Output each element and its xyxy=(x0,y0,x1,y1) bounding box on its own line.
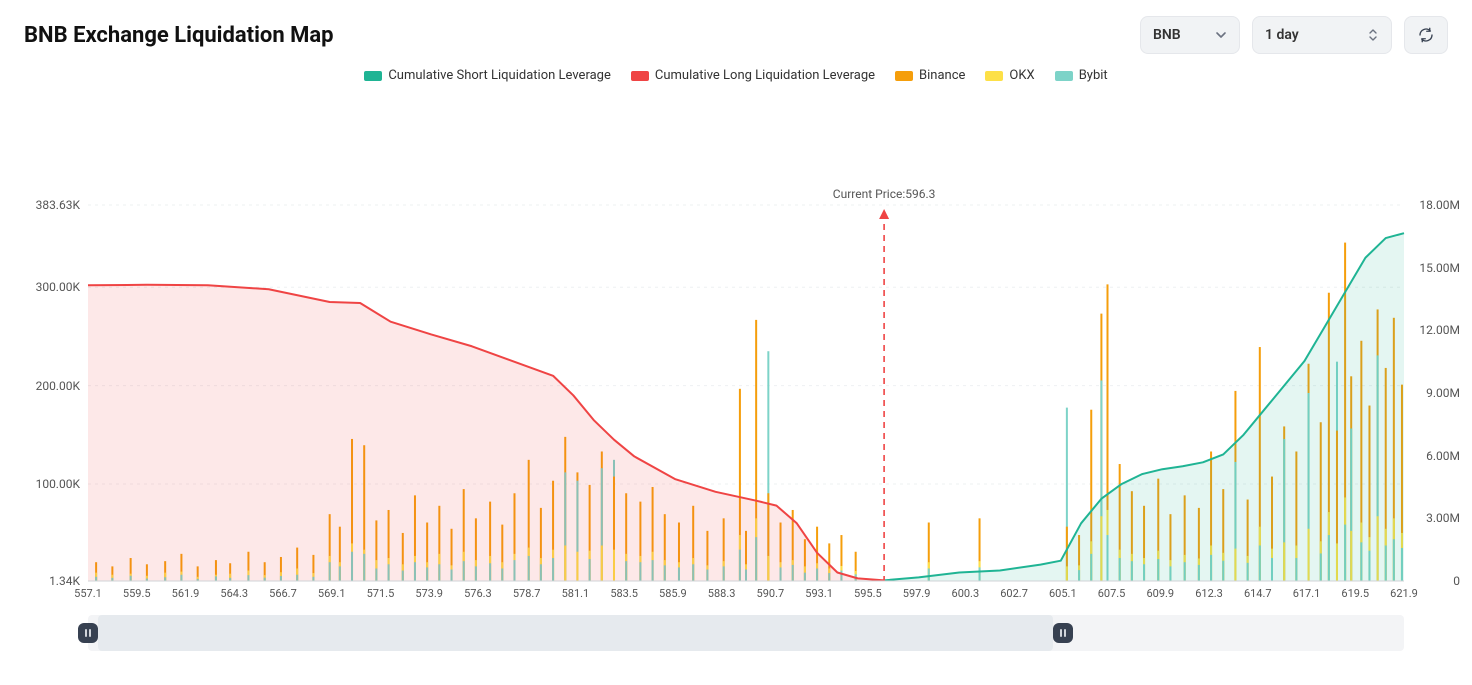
y-left-tick-label: 383.63K xyxy=(20,198,80,212)
chart-legend: Cumulative Short Liquidation Leverage Cum… xyxy=(0,62,1472,85)
legend-label: Cumulative Short Liquidation Leverage xyxy=(388,68,611,83)
legend-swatch xyxy=(895,71,913,81)
y-right-tick-label: 0 xyxy=(1408,574,1460,588)
y-right-tick-label: 6.00M xyxy=(1408,449,1460,463)
header-controls: BNB 1 day xyxy=(1140,16,1448,54)
legend-label: Binance xyxy=(919,68,965,83)
x-tick-label: 597.9 xyxy=(903,587,931,600)
y-left-tick-label: 100.00K xyxy=(20,477,80,491)
x-tick-label: 621.9 xyxy=(1390,587,1418,600)
asset-select[interactable]: BNB xyxy=(1140,16,1240,54)
x-tick-label: 607.5 xyxy=(1098,587,1126,600)
y-left-tick-label: 1.34K xyxy=(20,574,80,588)
y-right-tick-label: 9.00M xyxy=(1408,386,1460,400)
x-tick-label: 593.1 xyxy=(805,587,833,600)
legend-item[interactable]: Bybit xyxy=(1055,68,1108,83)
y-right-tick-label: 15.00M xyxy=(1408,261,1460,275)
x-tick-label: 619.5 xyxy=(1341,587,1369,600)
y-right-tick-label: 18.00M xyxy=(1408,198,1460,212)
x-tick-label: 581.1 xyxy=(562,587,590,600)
chevron-down-icon xyxy=(1215,29,1227,41)
x-tick-label: 585.9 xyxy=(659,587,687,600)
zoom-scrollbar-window[interactable] xyxy=(98,615,1053,651)
x-tick-label: 590.7 xyxy=(757,587,785,600)
x-tick-label: 564.3 xyxy=(220,587,248,600)
x-tick-label: 595.5 xyxy=(854,587,882,600)
x-tick-label: 583.5 xyxy=(610,587,638,600)
legend-label: Bybit xyxy=(1079,68,1108,83)
page-title: BNB Exchange Liquidation Map xyxy=(24,23,334,48)
x-tick-label: 557.1 xyxy=(74,587,102,600)
x-tick-label: 609.9 xyxy=(1146,587,1174,600)
timerange-select[interactable]: 1 day xyxy=(1252,16,1392,54)
x-tick-label: 559.5 xyxy=(123,587,151,600)
stepper-arrows-icon xyxy=(1367,27,1379,43)
x-tick-label: 612.3 xyxy=(1195,587,1223,600)
legend-item[interactable]: Cumulative Long Liquidation Leverage xyxy=(631,68,875,83)
legend-swatch xyxy=(985,71,1003,81)
x-tick-label: 605.1 xyxy=(1049,587,1077,600)
y-right-tick-label: 12.00M xyxy=(1408,323,1460,337)
timerange-select-value: 1 day xyxy=(1265,27,1299,43)
zoom-handle-left[interactable] xyxy=(78,623,98,643)
x-tick-label: 569.1 xyxy=(318,587,346,600)
legend-item[interactable]: Binance xyxy=(895,68,965,83)
x-tick-label: 614.7 xyxy=(1244,587,1272,600)
y-left-tick-label: 300.00K xyxy=(20,280,80,294)
x-tick-label: 578.7 xyxy=(513,587,541,600)
x-tick-label: 573.9 xyxy=(415,587,443,600)
legend-label: OKX xyxy=(1009,68,1034,83)
legend-swatch xyxy=(631,71,649,81)
refresh-button[interactable] xyxy=(1404,16,1448,54)
x-tick-label: 566.7 xyxy=(269,587,297,600)
x-tick-label: 561.9 xyxy=(172,587,200,600)
x-tick-label: 571.5 xyxy=(367,587,395,600)
x-tick-label: 600.3 xyxy=(952,587,980,600)
legend-item[interactable]: OKX xyxy=(985,68,1034,83)
legend-item[interactable]: Cumulative Short Liquidation Leverage xyxy=(364,68,611,83)
asset-select-value: BNB xyxy=(1153,27,1181,43)
legend-label: Cumulative Long Liquidation Leverage xyxy=(655,68,875,83)
legend-swatch xyxy=(1055,71,1073,81)
x-tick-label: 617.1 xyxy=(1293,587,1321,600)
x-tick-label: 576.3 xyxy=(464,587,492,600)
legend-swatch xyxy=(364,71,382,81)
zoom-handle-right[interactable] xyxy=(1053,623,1073,643)
x-tick-label: 602.7 xyxy=(1000,587,1028,600)
refresh-icon xyxy=(1417,26,1435,44)
y-left-tick-label: 200.00K xyxy=(20,379,80,393)
current-price-label: Current Price:596.3 xyxy=(833,187,936,201)
x-axis-labels: 557.1 559.5 561.9 564.3 566.7 569.1 571.5 573.9… xyxy=(0,587,1472,605)
x-tick-label: 588.3 xyxy=(708,587,736,600)
y-right-tick-label: 3.00M xyxy=(1408,511,1460,525)
